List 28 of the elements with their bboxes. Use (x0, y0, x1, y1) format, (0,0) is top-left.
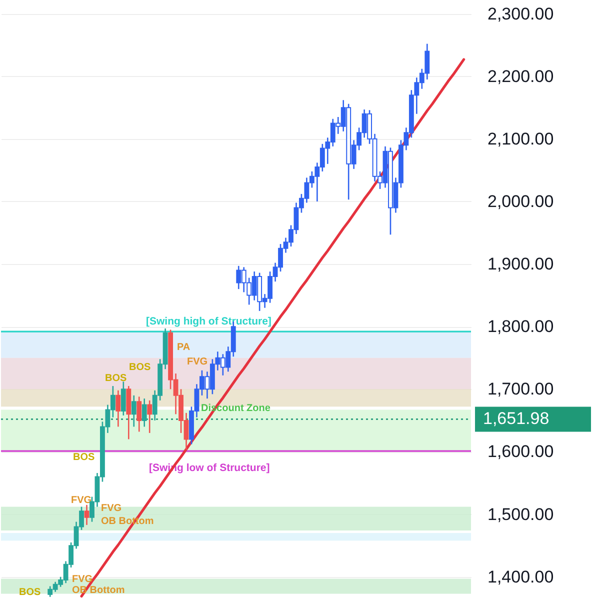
y-tick-label: 2,300.00 (488, 4, 554, 24)
y-tick-label: 1,700.00 (488, 380, 554, 399)
annotation: FVG (101, 503, 122, 514)
candlestick (147, 400, 152, 434)
ref-line-label: [Swing high of Structure] (146, 316, 272, 328)
candlestick (120, 381, 126, 416)
candlestick (136, 396, 142, 432)
y-tick-label: 1,800.00 (488, 317, 554, 336)
annotation: BOS (19, 587, 41, 598)
annotation: BOS (73, 452, 95, 463)
y-tick-label: 1,900.00 (488, 254, 554, 274)
y-tick-label: 2,100.00 (488, 129, 554, 148)
annotation: FVG (71, 495, 92, 506)
candlestick (131, 394, 136, 428)
annotation: FVG (72, 574, 93, 585)
candlestick (116, 390, 121, 428)
y-tick-label: 1,600.00 (488, 442, 554, 462)
annotation: FVG (187, 356, 208, 368)
y-tick-label: 1,500.00 (488, 504, 554, 524)
annotation: BOS (129, 362, 151, 373)
candlestick (84, 504, 90, 526)
candlestick (142, 398, 147, 428)
ref-line-label: 1,651.98 (483, 409, 550, 428)
annotation: BOS (105, 373, 127, 384)
y-tick-label: 1,400.00 (488, 567, 554, 586)
y-tick-label: 2,000.00 (488, 192, 554, 211)
y-tick-label: 2,200.00 (488, 66, 554, 86)
annotation: PA (177, 342, 190, 353)
